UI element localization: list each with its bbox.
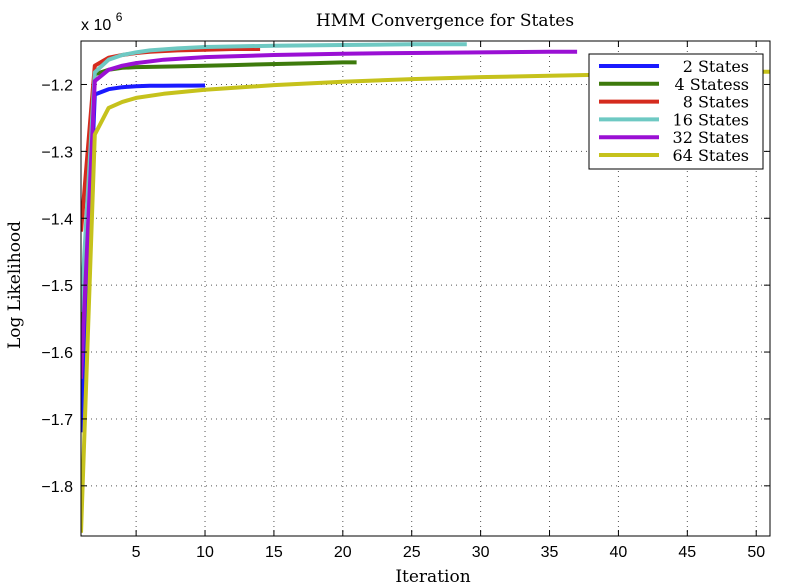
x-tick-label: 40 (610, 544, 628, 561)
x-tick-label: 45 (678, 544, 696, 561)
x-tick-label: 5 (132, 544, 141, 561)
y-multiplier-label: x 10 6 (81, 10, 123, 34)
chart-title: HMM Convergence for States (316, 11, 574, 31)
legend-label-3: 8 States (683, 93, 749, 112)
ticks (81, 41, 770, 536)
y-tick-label: −1.7 (41, 412, 73, 429)
y-tick-label: −1.8 (41, 479, 73, 496)
x-tick-label: 50 (747, 544, 765, 561)
x-tick-label: 35 (541, 544, 559, 561)
y-tick-label: −1.2 (41, 77, 73, 94)
y-axis-label: Log Likelihood (5, 221, 25, 349)
y-multiplier-base: x 10 (81, 17, 111, 34)
legend-box (588, 53, 764, 170)
plot-frame (80, 40, 771, 537)
x-tick-label: 10 (196, 544, 214, 561)
legend-label-4: 16 States (673, 110, 749, 129)
legend-label-5: 32 States (673, 128, 749, 147)
x-tick-label: 20 (334, 544, 352, 561)
legend-label-1: 2 States (683, 57, 749, 76)
y-tick-label: −1.3 (41, 144, 73, 161)
y-tick-label: −1.5 (41, 278, 73, 295)
series-line-5 (81, 49, 578, 379)
x-tick-label: 15 (265, 544, 283, 561)
x-tick-label: 30 (472, 544, 490, 561)
y-multiplier-exponent: 6 (116, 10, 123, 24)
legend-label-2: 4 Statess (674, 75, 749, 94)
x-axis-label: Iteration (395, 567, 470, 587)
tick-labels: 5 10 15 20 25 30 35 40 45 50 −1.8 −1.7 −1.6 −1.5 −1.4 −… (41, 77, 765, 561)
series-line-1 (81, 83, 206, 433)
x-tick-label: 25 (403, 544, 421, 561)
y-tick-label: −1.4 (41, 211, 73, 228)
y-tick-label: −1.6 (41, 345, 73, 362)
series-line-4 (81, 42, 467, 313)
legend-label-6: 64 States (673, 146, 749, 165)
